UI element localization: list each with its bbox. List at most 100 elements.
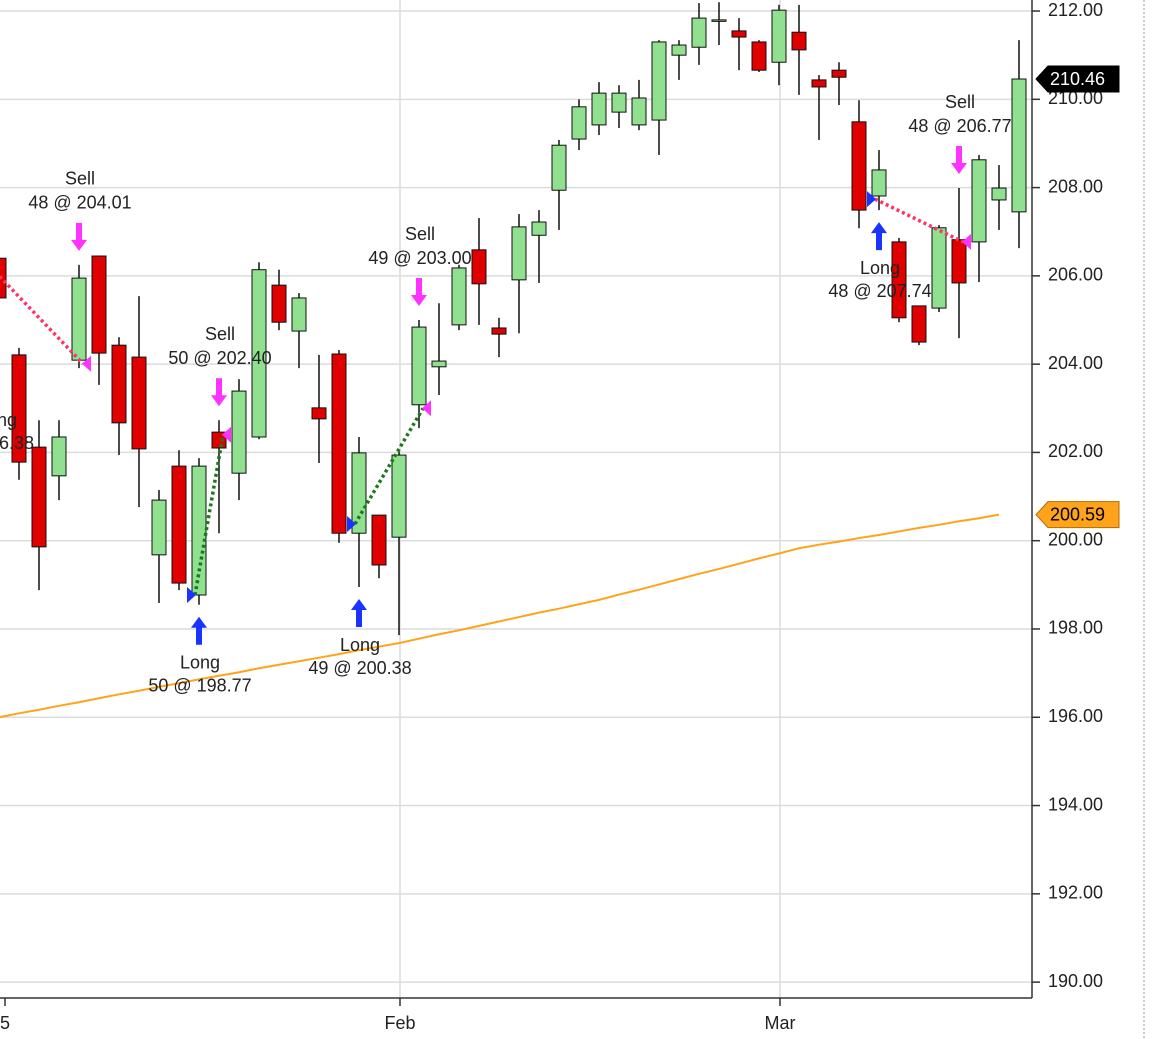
moving-average xyxy=(0,513,1000,719)
candle-body xyxy=(991,187,1007,201)
candle-body xyxy=(831,69,847,78)
candle-body xyxy=(591,92,607,126)
trade-side: Long xyxy=(340,635,380,655)
candle-body xyxy=(791,31,807,51)
candle-body xyxy=(191,465,207,596)
trade-label: 49 @ 200.38 xyxy=(308,658,411,678)
candle-body xyxy=(1011,78,1027,213)
sell-marker xyxy=(422,400,431,417)
candle-body xyxy=(231,390,247,474)
candle-body xyxy=(611,92,627,113)
x-tick-label: Mar xyxy=(765,1013,796,1033)
candle-body xyxy=(171,465,187,584)
candle-body xyxy=(31,446,47,548)
candle-body xyxy=(751,41,767,71)
trade-side: Long xyxy=(180,652,220,672)
y-tick-label: 190.00 xyxy=(1048,971,1103,991)
trade-label: 49 @ 203.00 xyxy=(368,248,471,268)
trade-label: 206.38 xyxy=(0,433,34,453)
long-arrow xyxy=(191,616,207,645)
x-tick-label: 5 xyxy=(0,1013,10,1033)
candle-body xyxy=(411,326,427,406)
long-arrow xyxy=(871,222,887,251)
candle-body xyxy=(491,327,507,335)
sell-marker xyxy=(962,233,971,250)
candle-body xyxy=(311,407,327,420)
last-price-box xyxy=(1035,65,1120,93)
candle-body xyxy=(471,249,487,285)
sell-arrow xyxy=(411,278,427,307)
candle-body xyxy=(971,159,987,243)
sell-arrow xyxy=(211,378,227,407)
candle-body xyxy=(11,354,27,463)
candle-body xyxy=(111,344,127,424)
trade-side: Sell xyxy=(65,169,95,189)
trade-side: Sell xyxy=(205,324,235,344)
y-tick-label: 206.00 xyxy=(1048,265,1103,285)
trade-side: Sell xyxy=(945,92,975,112)
trade-line xyxy=(0,274,85,365)
y-tick-label: 196.00 xyxy=(1048,706,1103,726)
long-arrow xyxy=(351,599,367,628)
axes: 190.00 192.00 194.00 196.00 198.00 200.00 202.… xyxy=(0,0,1120,1033)
candle-body xyxy=(871,169,887,197)
candle-body xyxy=(771,9,787,63)
trade-line xyxy=(353,407,425,525)
y-tick-label: 204.00 xyxy=(1048,353,1103,373)
candle-body xyxy=(551,144,567,191)
candle-body xyxy=(651,41,667,121)
candle-body xyxy=(511,226,527,281)
candle-body xyxy=(51,436,67,477)
candle-body xyxy=(291,297,307,332)
candle-body xyxy=(371,514,387,566)
long-marker xyxy=(347,515,356,532)
trade-label: 48 @ 206.77 xyxy=(908,116,1011,136)
trade-side: Sell xyxy=(405,224,435,244)
candle-body xyxy=(211,431,227,449)
long-marker xyxy=(867,191,876,208)
candle-body xyxy=(671,44,687,56)
trade-label: 48 @ 204.01 xyxy=(28,193,131,213)
candle-body xyxy=(431,360,447,368)
candle-body xyxy=(391,454,407,538)
y-tick-label: 194.00 xyxy=(1048,794,1103,814)
candle-body xyxy=(131,356,147,450)
sell-marker xyxy=(82,355,91,372)
trade-side: ong xyxy=(0,410,17,430)
plot: ong 206.38 Sell 48 @ 204.01 Long 50 @ 198.77 S… xyxy=(0,2,1027,719)
trade-label: 50 @ 198.77 xyxy=(148,675,251,695)
y-tick-label: 198.00 xyxy=(1048,618,1103,638)
y-tick-label: 208.00 xyxy=(1048,176,1103,196)
sell-arrow xyxy=(951,146,967,175)
candle-body xyxy=(151,499,167,556)
last-price-label: 210.46 xyxy=(1050,69,1105,89)
candle-body xyxy=(891,241,907,319)
candle-body xyxy=(711,19,727,22)
trade-line xyxy=(874,197,964,244)
candle-body xyxy=(451,267,467,326)
candle-body xyxy=(731,30,747,38)
y-tick-label: 200.00 xyxy=(1048,529,1103,549)
long-marker xyxy=(187,587,196,604)
candle-body xyxy=(251,269,267,438)
trade-label: 50 @ 202.40 xyxy=(168,348,271,368)
candle-body xyxy=(71,277,87,361)
candle-body xyxy=(531,221,547,236)
candle-body xyxy=(931,227,947,309)
candle-body xyxy=(351,452,367,534)
trade-side: Long xyxy=(860,258,900,278)
moving-average-last-box xyxy=(1035,501,1120,529)
candle-body xyxy=(571,106,587,140)
sell-arrow xyxy=(71,222,87,251)
candle-body xyxy=(911,305,927,343)
y-tick-label: 210.00 xyxy=(1048,88,1103,108)
y-tick-label: 202.00 xyxy=(1048,441,1103,461)
candle-body xyxy=(331,353,347,534)
candle-body xyxy=(631,97,647,126)
candle-body xyxy=(91,255,107,354)
candle-body xyxy=(951,239,967,284)
trade-label: 48 @ 207.74 xyxy=(828,281,931,301)
x-tick-label: Feb xyxy=(384,1013,415,1033)
moving-average-last-label: 200.59 xyxy=(1050,504,1105,524)
